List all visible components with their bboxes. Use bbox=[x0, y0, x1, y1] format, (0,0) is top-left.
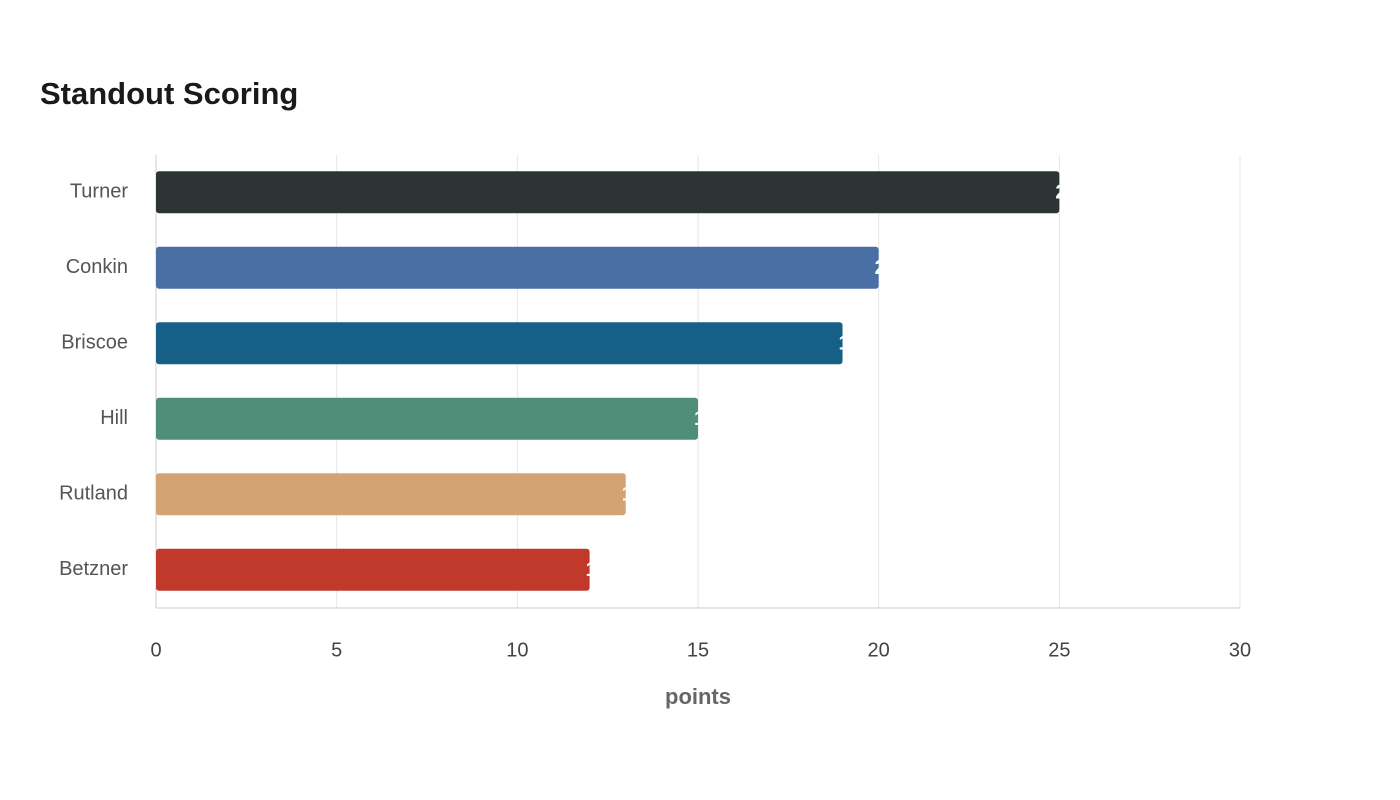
bar bbox=[156, 548, 590, 591]
data-label: 13 bbox=[622, 484, 644, 506]
data-label: 15 bbox=[694, 408, 716, 430]
x-tick-label: 30 bbox=[1229, 639, 1251, 661]
x-tick-label: 20 bbox=[868, 639, 890, 661]
data-label: 12 bbox=[586, 559, 608, 581]
bar bbox=[156, 473, 626, 516]
bar bbox=[156, 246, 879, 289]
x-tick-label: 25 bbox=[1048, 639, 1070, 661]
y-tick-label: Conkin bbox=[66, 256, 128, 278]
x-tick-label: 10 bbox=[506, 639, 528, 661]
bar bbox=[156, 171, 1060, 214]
bar bbox=[156, 322, 843, 365]
data-label: 20 bbox=[875, 257, 897, 279]
x-tick-label: 5 bbox=[331, 639, 342, 661]
x-tick-label: 0 bbox=[150, 639, 161, 661]
y-tick-label: Hill bbox=[100, 407, 128, 429]
x-axis-label: points bbox=[665, 684, 731, 709]
chart-title: Standout Scoring bbox=[40, 76, 298, 111]
y-tick-label: Briscoe bbox=[61, 332, 128, 354]
data-label: 25 bbox=[1055, 182, 1077, 204]
bar bbox=[156, 397, 698, 440]
data-label: 19 bbox=[839, 333, 861, 355]
y-tick-label: Turner bbox=[70, 181, 129, 203]
x-tick-label: 15 bbox=[687, 639, 709, 661]
y-tick-label: Rutland bbox=[59, 483, 128, 505]
y-tick-label: Betzner bbox=[59, 558, 128, 580]
